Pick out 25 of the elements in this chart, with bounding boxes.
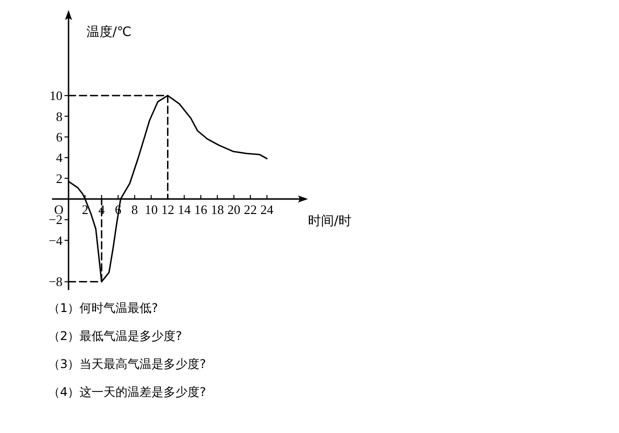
text: （3）当天最高气温是多少度? [48,357,206,371]
text: （2）最低气温是多少度? [48,329,182,343]
x-tick-label: 10 [144,202,158,217]
y-tick-label: −8 [48,274,63,290]
annotation: O [54,202,64,217]
y-tick-label: 6 [56,129,64,144]
y-tick-label: 2 [56,170,63,186]
y-tick-label: 10 [50,88,63,104]
text: （4）这一天的温差是多少度? [48,385,206,399]
x-tick-label: 22 [244,202,257,217]
y-tick-label: 4 [56,150,64,166]
x-tick-label: 2 [82,202,88,217]
x-axis-title: 时间/时 [308,214,352,229]
x-tick-label: 14 [178,202,192,217]
x-tick-label: 4 [98,202,106,217]
y-axis-title: 温度/℃ [86,24,132,40]
x-tick-label: 24 [260,202,274,217]
x-tick-label: 12 [161,202,174,217]
y-tick-label: 8 [56,108,63,124]
x-tick-label: 20 [227,202,240,217]
x-tick-label: 8 [131,202,138,217]
text: （1）何时气温最低? [48,301,158,315]
x-tick-label: 18 [210,202,224,217]
x-tick-label: 16 [194,202,208,217]
y-tick-label: −4 [48,232,64,248]
